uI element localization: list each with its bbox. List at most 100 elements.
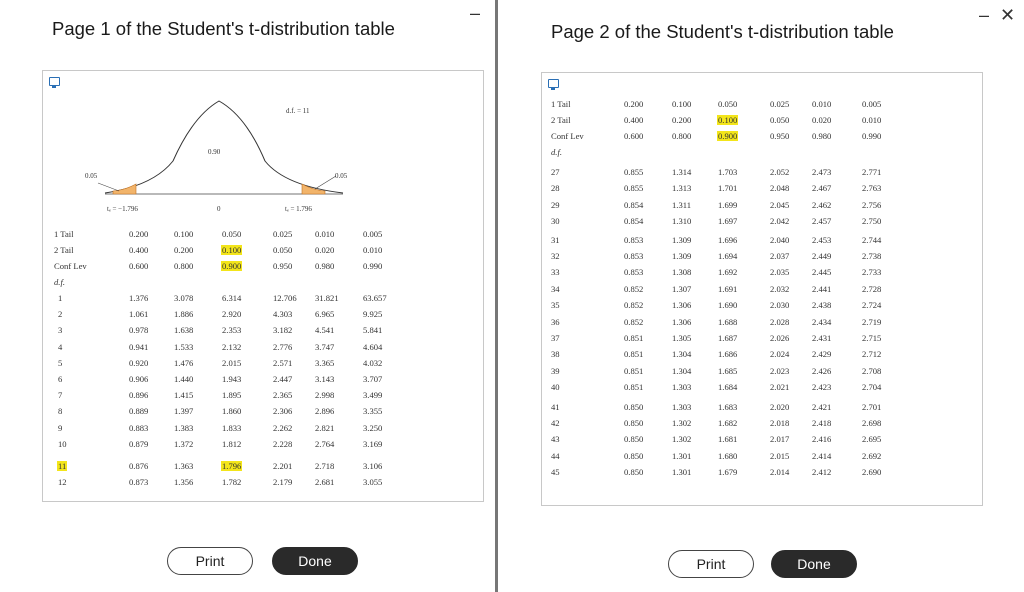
table-cell: 1.681: [718, 434, 738, 445]
df-cell: 8: [58, 406, 63, 417]
table-cell: 0.855: [624, 167, 644, 177]
table-cell: 0.978: [129, 325, 149, 336]
table-cell: 3.182: [273, 325, 293, 336]
table-cell: 2.695: [862, 434, 882, 445]
table-cell: 2.920: [222, 309, 242, 320]
table-cell: 4.541: [315, 325, 335, 336]
table-cell: 2.028: [770, 316, 790, 327]
close-icon[interactable]: ✕: [1000, 5, 1016, 25]
table-image-page-1: d.f. = 11 0.90 0.05 0.05 tₑ = −1.796 0 t…: [42, 70, 484, 502]
right-tail-label: 0.05: [335, 172, 348, 180]
table-cell: 2.457: [812, 216, 832, 227]
table-cell: 0.855: [624, 183, 644, 194]
table-cell: 2.690: [862, 467, 882, 478]
table-cell: 0.851: [624, 349, 644, 360]
df-cell: 10: [58, 438, 67, 449]
table-cell: 3.355: [363, 406, 383, 417]
table-cell: 2.708: [862, 365, 882, 376]
table-cell: 63.657: [363, 293, 387, 303]
df-cell: 34: [551, 283, 560, 294]
table-cell: 1.690: [718, 300, 738, 311]
table-cell: 1.306: [672, 300, 692, 311]
minimize-icon[interactable]: –: [470, 3, 481, 23]
header-cell: 0.100: [221, 245, 243, 255]
df-cell: 41: [551, 401, 560, 412]
df-cell: 29: [551, 199, 560, 210]
table-cell: 2.462: [812, 199, 832, 210]
table-cell: 1.683: [718, 401, 738, 412]
table-cell: 0.852: [624, 300, 644, 311]
left-critical-label: tₑ = −1.796: [107, 205, 138, 213]
table-cell: 0.851: [624, 333, 644, 343]
table-cell: 1.383: [174, 422, 194, 433]
table-cell: 2.228: [273, 438, 293, 449]
table-cell: 2.015: [222, 357, 242, 368]
table-cell: 2.418: [812, 418, 832, 428]
header-cell: 0.950: [770, 131, 790, 141]
table-cell: 6.314: [222, 293, 242, 303]
table-cell: 2.048: [770, 183, 790, 194]
table-cell: 1.895: [222, 390, 242, 401]
table-cell: 2.701: [862, 401, 882, 412]
table-cell: 1.812: [222, 438, 242, 449]
table-cell: 3.250: [363, 422, 383, 433]
df-cell: 30: [551, 216, 560, 227]
table-cell: 2.692: [862, 450, 882, 461]
df-cell: 39: [551, 365, 560, 376]
table-cell: 2.728: [862, 283, 882, 294]
print-button[interactable]: Print: [668, 550, 754, 578]
df-cell: 45: [551, 467, 560, 478]
table-cell: 1.301: [672, 467, 692, 478]
header-cell: 0.050: [273, 245, 293, 255]
table-cell: 1.697: [718, 216, 738, 227]
table-cell: 2.020: [770, 401, 790, 412]
header-cell: 0.200: [624, 99, 644, 109]
table-cell: 0.853: [624, 251, 644, 261]
expand-icon[interactable]: [49, 77, 60, 88]
done-button[interactable]: Done: [771, 550, 857, 578]
header-cell: 0.005: [862, 99, 882, 109]
table-cell: 2.434: [812, 316, 832, 327]
print-button[interactable]: Print: [167, 547, 253, 575]
header-row-label: d.f.: [551, 147, 562, 157]
table-cell: 1.415: [174, 390, 194, 401]
expand-icon[interactable]: [548, 79, 559, 90]
table-cell: 1.886: [174, 309, 194, 320]
table-cell: 0.889: [129, 406, 149, 417]
table-cell: 12.706: [273, 293, 297, 303]
table-cell: 2.045: [770, 199, 790, 210]
df-cell: 6: [58, 374, 63, 384]
done-button[interactable]: Done: [272, 547, 358, 575]
table-cell: 1.476: [174, 357, 194, 368]
table-cell: 0.850: [624, 418, 644, 428]
table-cell: 2.441: [812, 283, 832, 294]
table-cell: 2.040: [770, 234, 790, 245]
table-cell: 1.376: [129, 293, 149, 303]
table-cell: 2.453: [812, 234, 832, 245]
table-cell: 0.920: [129, 357, 149, 368]
right-tail-area: [301, 183, 326, 195]
header-cell: 0.800: [174, 261, 194, 271]
table-window-page-1: Page 1 of the Student's t-distribution t…: [0, 0, 496, 592]
header-cell: 0.200: [174, 245, 194, 255]
header-cell: 0.200: [129, 229, 149, 239]
table-cell: 0.850: [624, 450, 644, 461]
table-cell: 2.026: [770, 333, 790, 343]
table-cell: 2.421: [812, 401, 832, 412]
table-cell: 0.852: [624, 316, 644, 327]
table-cell: 2.719: [862, 316, 882, 327]
table-cell: 1.686: [718, 349, 738, 360]
table-cell: 2.306: [273, 406, 293, 417]
table-cell: 3.707: [363, 374, 383, 384]
table-cell: 1.061: [129, 309, 149, 320]
table-cell: 2.998: [315, 390, 335, 401]
table-cell: 2.724: [862, 300, 882, 311]
minimize-icon[interactable]: –: [979, 5, 990, 25]
table-cell: 2.423: [812, 382, 832, 393]
table-cell: 2.023: [770, 365, 790, 376]
table-cell: 2.704: [862, 382, 882, 393]
table-cell: 2.021: [770, 382, 790, 393]
table-cell: 1.687: [718, 333, 738, 343]
df-cell: 5: [58, 357, 63, 368]
df-cell: 12: [58, 477, 67, 488]
